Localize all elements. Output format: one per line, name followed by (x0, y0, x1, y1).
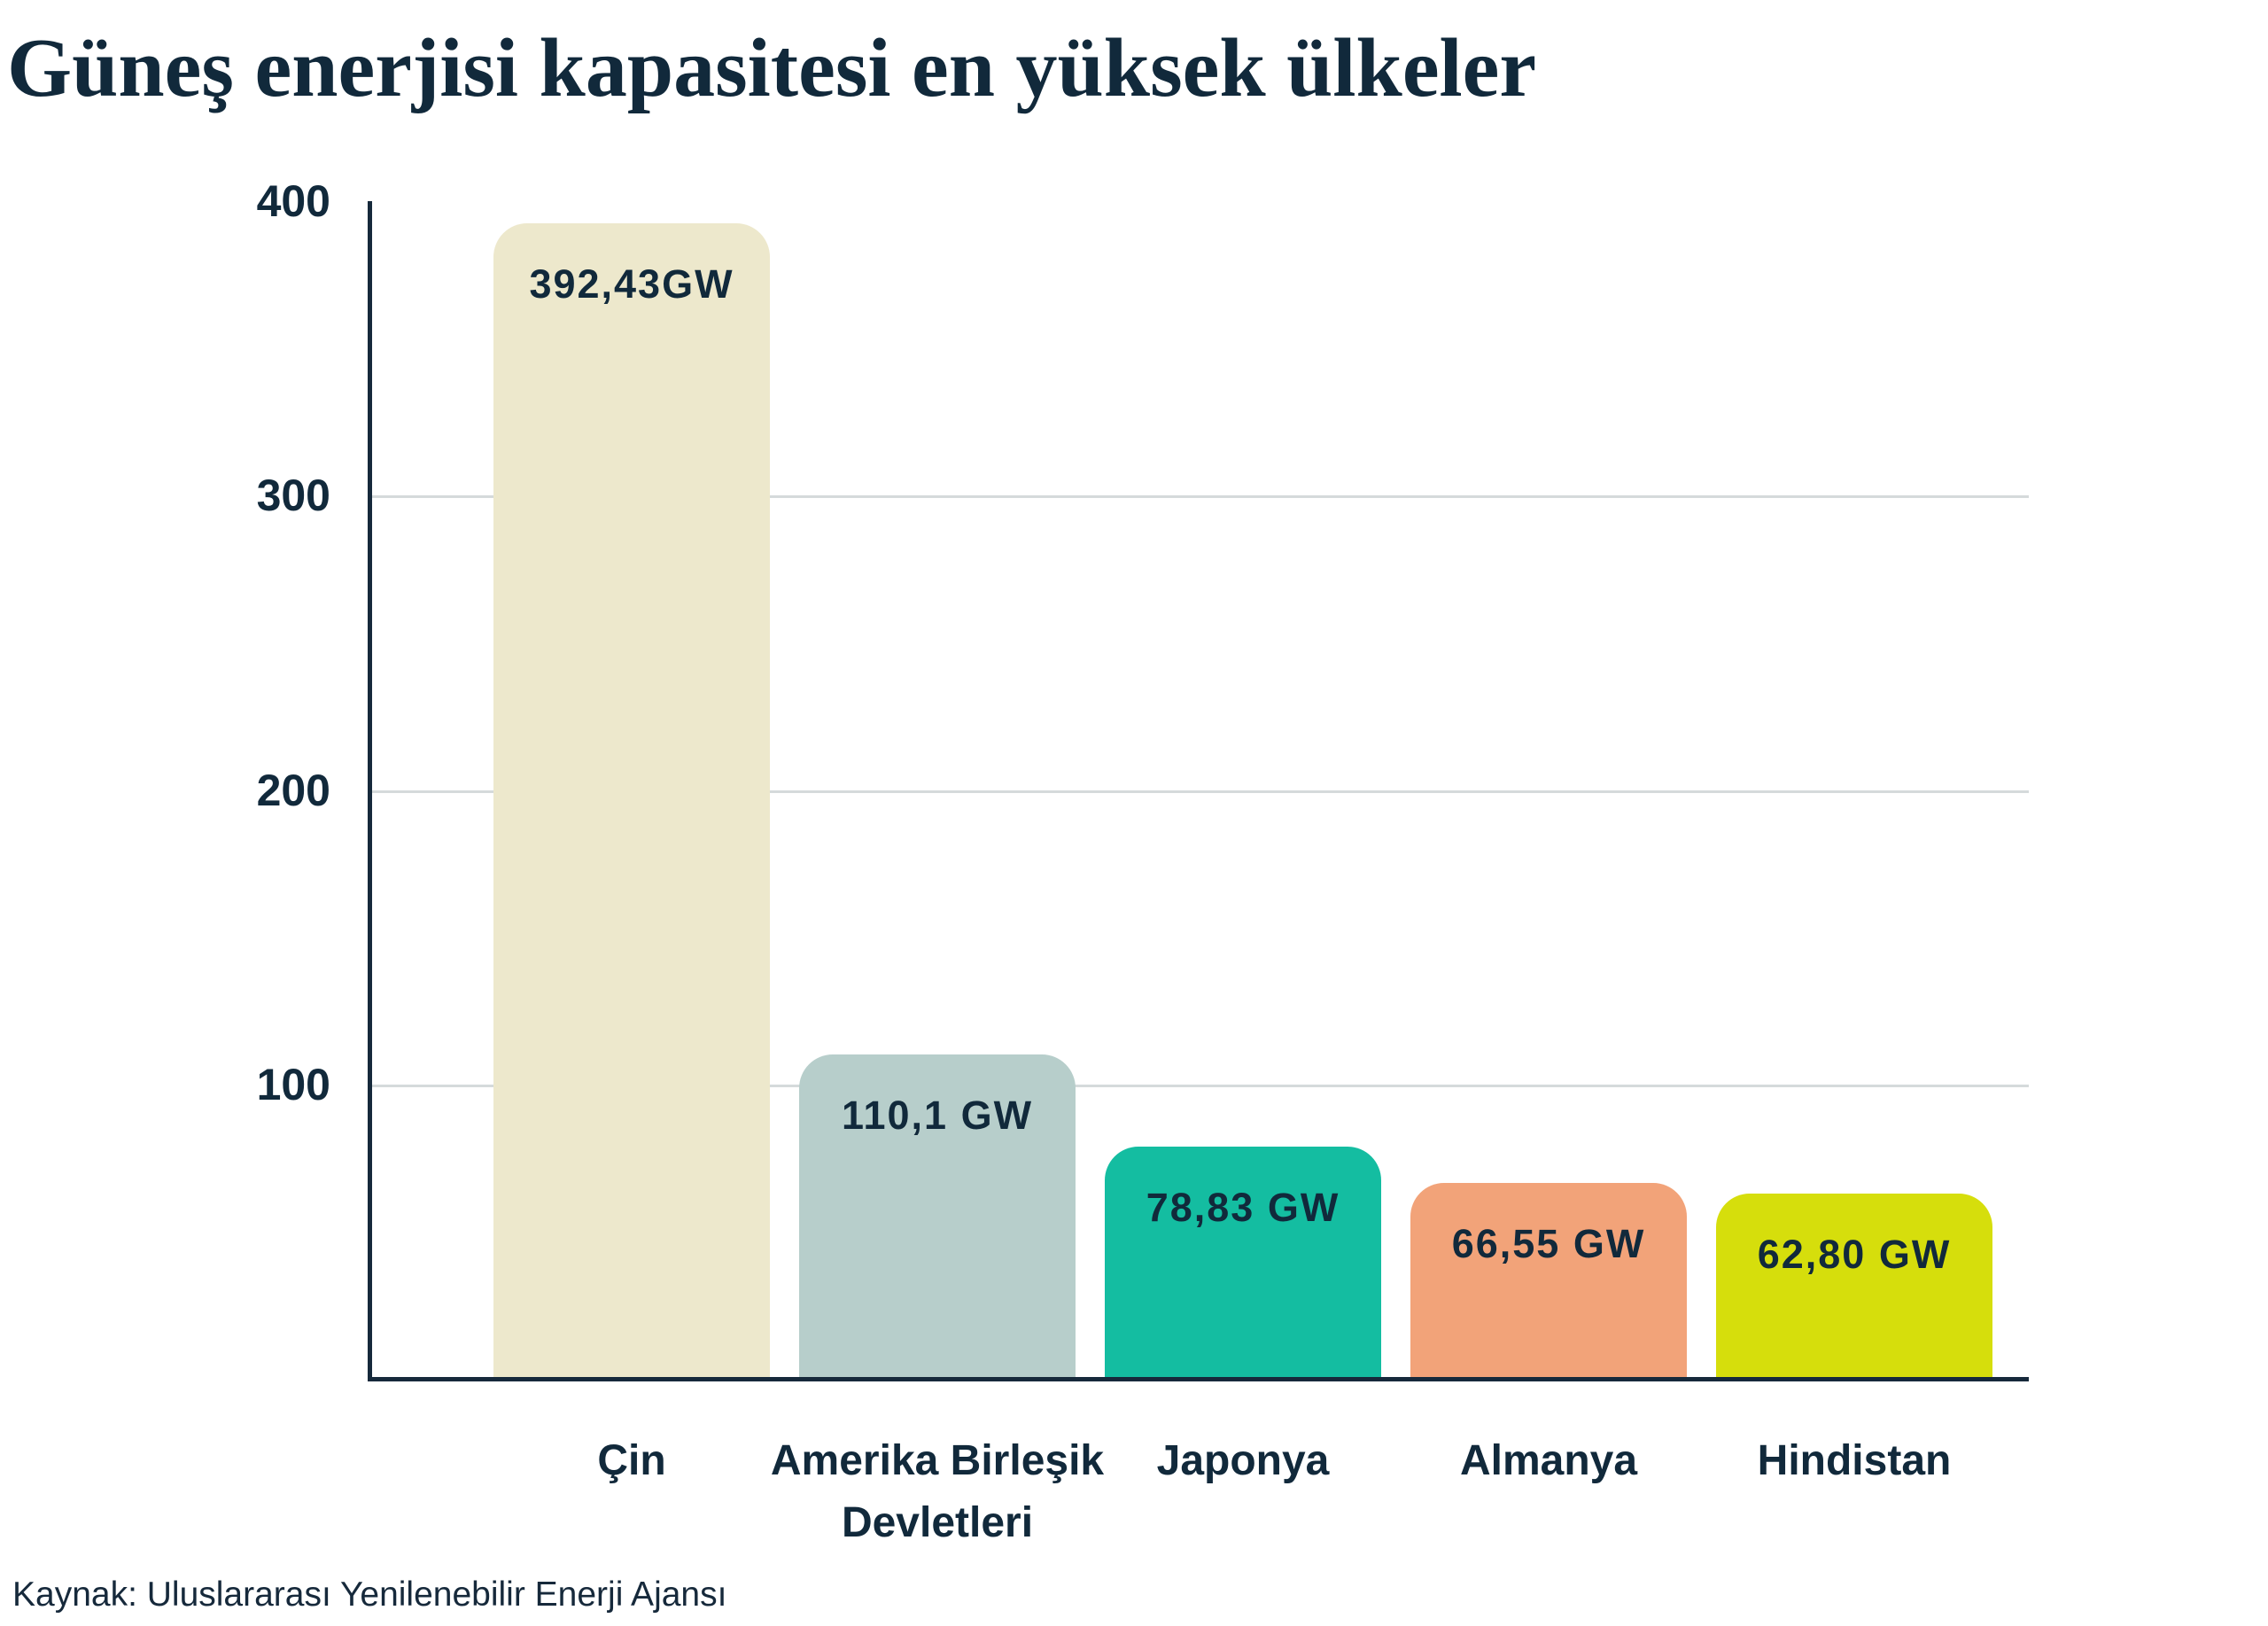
source-caption: Kaynak: Uluslararası Yenilenebilir Enerj… (12, 1575, 727, 1614)
y-axis-tick-label-200: 200 (256, 766, 330, 815)
bar-value-label: 62,80 GW (1757, 1232, 1952, 1277)
x-axis-line (368, 1377, 2029, 1381)
bar-value-label: 110,1 GW (841, 1093, 1034, 1138)
gridline-200 (368, 790, 2029, 793)
bar: 392,43GW (493, 223, 770, 1377)
x-axis-category-label: Amerika Birleşik Devletleri (770, 1437, 1105, 1546)
y-axis-tick-label-100: 100 (256, 1060, 330, 1109)
gridline-100 (368, 1085, 2029, 1087)
y-axis-line (368, 201, 372, 1381)
x-axis-category-label: Çin (597, 1437, 666, 1484)
bar: 62,80 GW (1716, 1194, 1992, 1377)
bar-value-label: 392,43GW (529, 261, 734, 307)
bar: 66,55 GW (1410, 1183, 1687, 1377)
bar-value-label: 78,83 GW (1146, 1185, 1340, 1230)
x-axis-category-label: Japonya (1156, 1437, 1330, 1484)
x-axis-category-label: Hindistan (1757, 1437, 1952, 1484)
y-axis-tick-label-300: 300 (256, 471, 330, 520)
bar: 110,1 GW (799, 1054, 1076, 1377)
x-axis-category-label: Almanya (1459, 1437, 1638, 1484)
bar: 78,83 GW (1105, 1147, 1381, 1377)
bar-value-label: 66,55 GW (1451, 1221, 1646, 1266)
y-axis-tick-label-400: 400 (256, 176, 330, 226)
chart-title: Güneş enerjisi kapasitesi en yüksek ülke… (7, 22, 1537, 114)
gridline-300 (368, 495, 2029, 498)
